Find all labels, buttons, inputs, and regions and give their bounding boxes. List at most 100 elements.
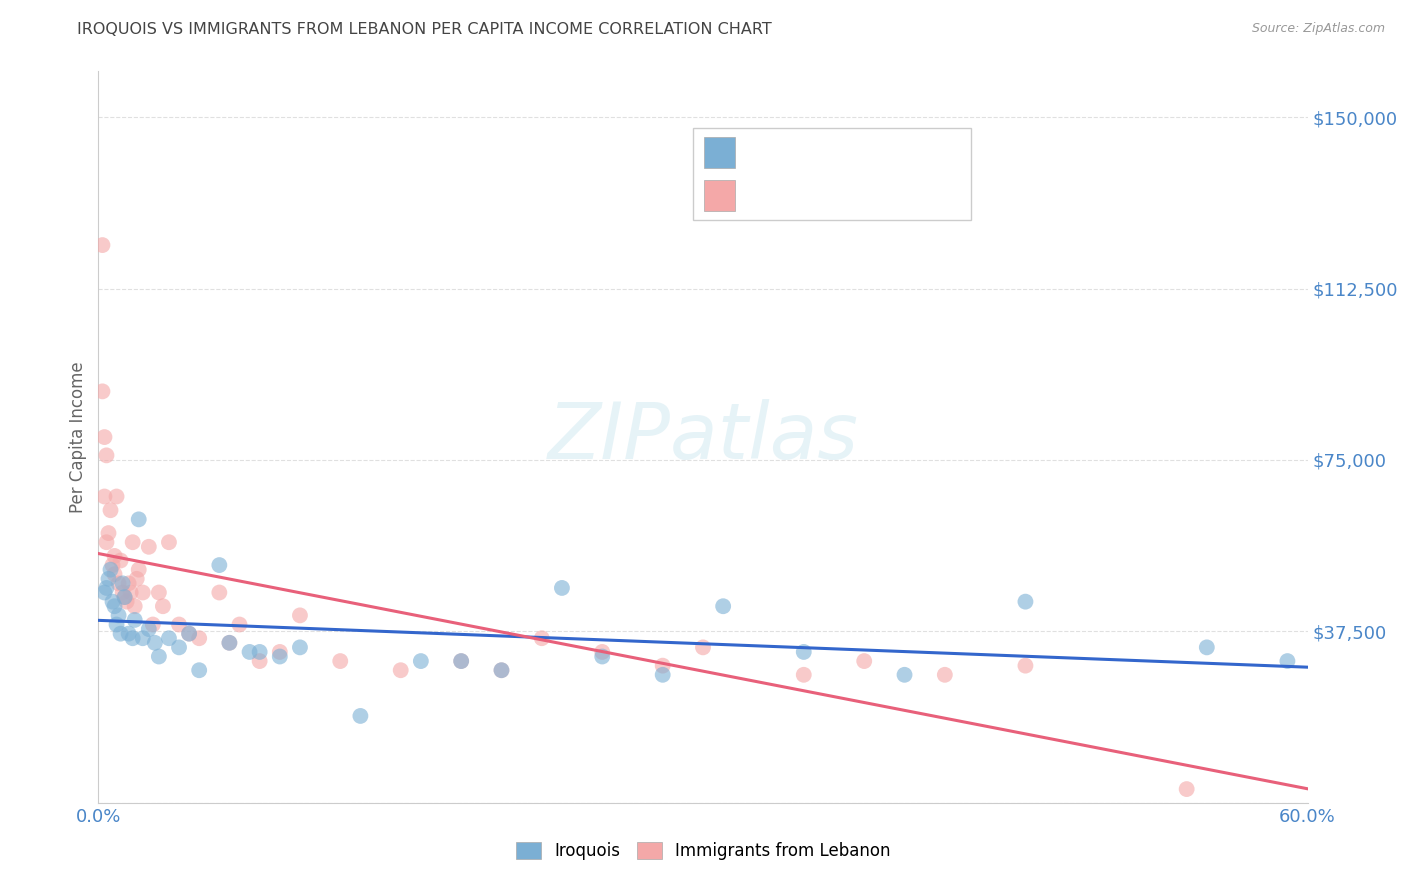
Point <box>179 626 201 640</box>
Point <box>249 645 271 659</box>
Point <box>1195 640 1218 655</box>
Text: Source: ZipAtlas.com: Source: ZipAtlas.com <box>1251 22 1385 36</box>
Point <box>179 626 201 640</box>
Point <box>692 640 714 655</box>
Point <box>138 622 160 636</box>
Point <box>100 563 122 577</box>
Point <box>91 384 114 399</box>
Point <box>105 617 128 632</box>
Point <box>105 490 128 504</box>
Point <box>491 663 513 677</box>
Point <box>288 608 311 623</box>
Point <box>651 667 673 681</box>
Point <box>157 535 180 549</box>
Point <box>651 658 673 673</box>
Text: R =: R = <box>747 186 782 204</box>
Text: N =: N = <box>860 144 897 161</box>
Point <box>107 608 129 623</box>
Point <box>893 667 915 681</box>
Text: ZIPatlas: ZIPatlas <box>547 399 859 475</box>
Point <box>132 585 155 599</box>
Point <box>853 654 876 668</box>
Point <box>167 617 190 632</box>
Point <box>1277 654 1299 668</box>
Point <box>96 581 118 595</box>
Point <box>329 654 352 668</box>
Point <box>288 640 311 655</box>
Point <box>409 654 432 668</box>
Point <box>167 640 190 655</box>
Point <box>93 585 115 599</box>
Point <box>551 581 574 595</box>
Point <box>103 599 125 614</box>
Bar <box>704 180 735 211</box>
Point <box>128 563 150 577</box>
Text: IROQUOIS VS IMMIGRANTS FROM LEBANON PER CAPITA INCOME CORRELATION CHART: IROQUOIS VS IMMIGRANTS FROM LEBANON PER … <box>77 22 772 37</box>
Point <box>269 649 291 664</box>
Point <box>208 558 231 573</box>
Point <box>103 549 125 563</box>
Point <box>450 654 472 668</box>
Point <box>148 585 170 599</box>
Text: 42: 42 <box>898 144 922 161</box>
Point <box>96 448 118 462</box>
Point <box>121 632 143 646</box>
Point <box>349 709 371 723</box>
Point <box>152 599 174 614</box>
Point <box>143 636 166 650</box>
Point <box>793 645 815 659</box>
Point <box>110 553 132 567</box>
Point <box>100 503 122 517</box>
Point <box>118 576 141 591</box>
Point <box>188 632 211 646</box>
Point <box>711 599 734 614</box>
Point <box>1175 782 1198 797</box>
Point <box>450 654 472 668</box>
Text: -0.312: -0.312 <box>785 144 845 161</box>
Point <box>97 526 120 541</box>
Point <box>97 572 120 586</box>
Point <box>124 613 146 627</box>
Point <box>121 535 143 549</box>
Point <box>269 645 291 659</box>
Point <box>491 663 513 677</box>
Point <box>1014 658 1036 673</box>
Point <box>101 558 124 573</box>
Point <box>115 594 138 608</box>
Point <box>239 645 262 659</box>
Point <box>530 632 553 646</box>
Point <box>124 599 146 614</box>
Point <box>218 636 240 650</box>
Point <box>1014 594 1036 608</box>
Point <box>96 535 118 549</box>
Point <box>93 430 115 444</box>
Point <box>110 626 132 640</box>
Point <box>120 585 142 599</box>
Point <box>118 626 141 640</box>
Point <box>111 576 134 591</box>
Point <box>591 649 613 664</box>
Point <box>125 572 148 586</box>
Point <box>142 617 165 632</box>
Y-axis label: Per Capita Income: Per Capita Income <box>69 361 87 513</box>
Text: R =: R = <box>747 144 782 161</box>
Point <box>138 540 160 554</box>
Point <box>208 585 231 599</box>
Point <box>591 645 613 659</box>
Point <box>114 590 136 604</box>
Text: N =: N = <box>860 186 897 204</box>
Point <box>91 238 114 252</box>
Point <box>128 512 150 526</box>
Point <box>793 667 815 681</box>
Point <box>111 585 134 599</box>
Point <box>114 590 136 604</box>
Point <box>107 576 129 591</box>
FancyBboxPatch shape <box>693 128 972 220</box>
Point <box>188 663 211 677</box>
Point <box>93 490 115 504</box>
Point <box>148 649 170 664</box>
Text: 51: 51 <box>898 186 922 204</box>
Point <box>218 636 240 650</box>
Point <box>228 617 250 632</box>
Point <box>249 654 271 668</box>
